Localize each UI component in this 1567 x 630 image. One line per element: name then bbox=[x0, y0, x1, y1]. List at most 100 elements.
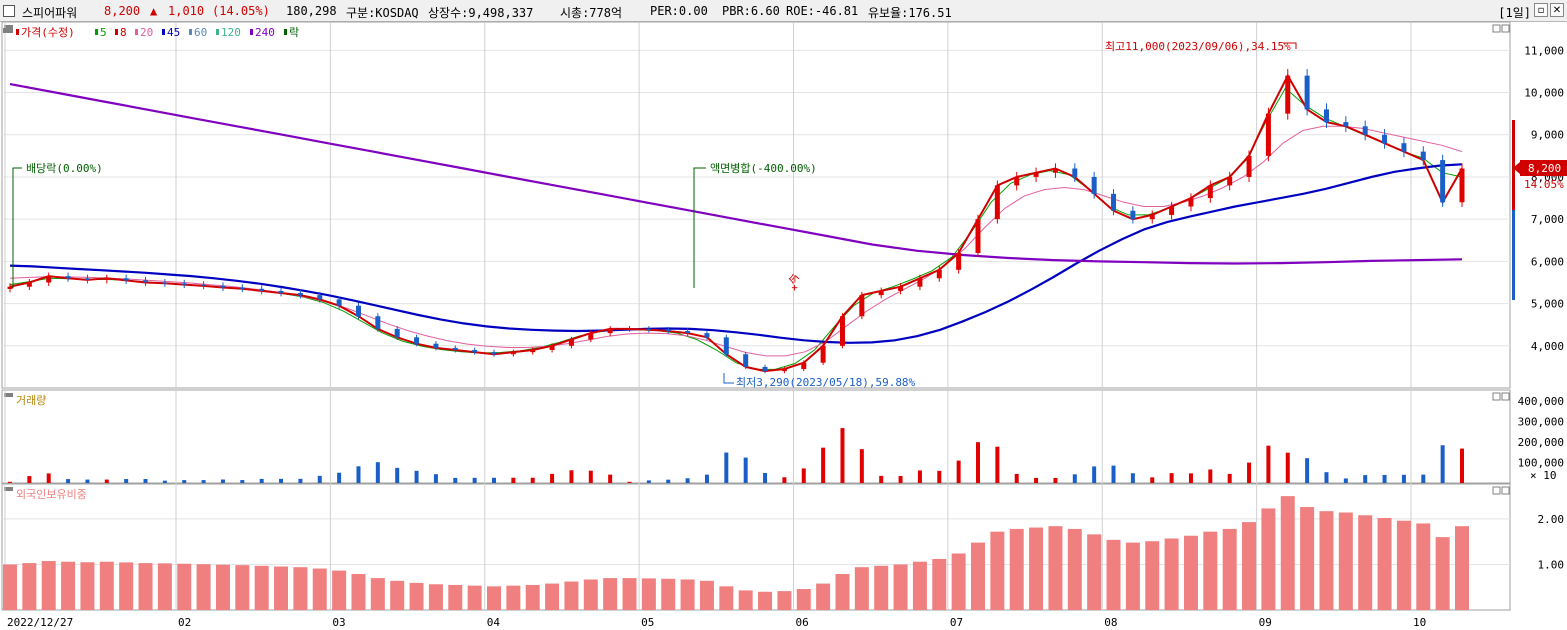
candle bbox=[278, 290, 284, 294]
foreign-ratio-bar bbox=[1125, 542, 1140, 610]
date-tick-label: 2022/12/27 bbox=[7, 616, 73, 629]
foreign-ratio-bar bbox=[777, 591, 792, 610]
foreign-ratio-bar bbox=[835, 574, 850, 610]
candle bbox=[1014, 176, 1020, 186]
candle bbox=[665, 329, 671, 332]
candle bbox=[7, 286, 13, 289]
foreign-ratio-bar bbox=[661, 578, 676, 610]
last-pct: 14.05% bbox=[1524, 178, 1564, 191]
candle bbox=[1033, 172, 1039, 177]
foreign-ratio-bar bbox=[564, 581, 579, 610]
price-change: 1,010 bbox=[168, 4, 205, 18]
period-selector[interactable]: [1일] bbox=[1498, 6, 1531, 20]
volume-bar bbox=[879, 475, 884, 483]
panel-menu-icon bbox=[4, 487, 13, 491]
candle bbox=[472, 350, 478, 353]
foreign-ratio-bar bbox=[351, 574, 366, 610]
volume-bar bbox=[608, 474, 613, 483]
foreign-ratio-bar bbox=[525, 584, 540, 610]
panel-minimize-icon bbox=[1492, 392, 1501, 401]
candle bbox=[723, 337, 729, 355]
foreign-panel-title: 외국인보유비중 bbox=[16, 488, 87, 501]
panel-minimize-icon bbox=[1492, 24, 1501, 33]
candle bbox=[46, 276, 52, 283]
up-arrow-icon: ▲ bbox=[150, 4, 158, 18]
checkbox[interactable] bbox=[3, 5, 15, 17]
foreign-ratio-bar bbox=[854, 567, 869, 610]
panel-frame bbox=[1, 483, 1511, 611]
panel-close-icon bbox=[1501, 24, 1510, 33]
foreign-ratio-bar bbox=[874, 565, 889, 610]
candle bbox=[878, 290, 884, 296]
volume-bar bbox=[917, 470, 922, 483]
volume-bar bbox=[1401, 474, 1406, 483]
foreign-ratio-bar bbox=[719, 586, 734, 610]
candle bbox=[646, 328, 652, 330]
price-tick-label: 4,000 bbox=[1531, 340, 1564, 353]
candle bbox=[1072, 168, 1078, 177]
volume-bar bbox=[1421, 474, 1426, 483]
date-tick-label: 08 bbox=[1104, 616, 1117, 629]
foreign-ratio-bar bbox=[390, 580, 405, 610]
dividend-marker bbox=[12, 167, 22, 288]
volume-bar bbox=[550, 473, 555, 483]
price-legend: 가격(수정) 5 8 20 45 60 120 240 락 bbox=[3, 26, 299, 39]
title-bar: 스피어파워 8,200 ▲ 1,010 (14.05%) 180,298 구분:… bbox=[0, 0, 1567, 22]
volume-bar bbox=[1460, 448, 1464, 483]
volume-bar bbox=[492, 477, 496, 483]
volume-bar bbox=[821, 447, 826, 483]
pbr: PBR:6.60 bbox=[722, 4, 780, 18]
foreign-tick-label: 2.00 bbox=[1538, 513, 1565, 526]
candle bbox=[1052, 168, 1058, 173]
candle bbox=[510, 352, 516, 355]
panel-minimize-icon bbox=[1492, 486, 1501, 495]
volume-bar bbox=[1343, 478, 1348, 483]
close-icon[interactable]: ✕ bbox=[1550, 3, 1564, 17]
candle bbox=[627, 328, 633, 330]
price-tick-label: 10,000 bbox=[1524, 87, 1564, 100]
candle bbox=[355, 305, 361, 317]
volume-bar bbox=[743, 457, 748, 483]
candle bbox=[607, 328, 613, 334]
foreign-ratio-bar bbox=[1203, 531, 1218, 610]
market-cap: 시총:778억 bbox=[560, 6, 623, 20]
volume-bar bbox=[1285, 452, 1290, 483]
panel-close-icon bbox=[1501, 486, 1510, 495]
foreign-ratio-bar bbox=[332, 570, 347, 610]
ma-20-line bbox=[9, 125, 1463, 357]
foreign-ratio-bar bbox=[467, 585, 482, 610]
foreign-ratio-bar bbox=[1455, 526, 1469, 610]
volume-bar bbox=[85, 479, 90, 483]
candle bbox=[1285, 75, 1291, 114]
candle bbox=[104, 278, 110, 280]
foreign-ratio-bar bbox=[138, 563, 153, 610]
foreign-ratio-bar bbox=[1338, 512, 1353, 610]
volume-bar bbox=[356, 466, 361, 483]
panel-frame bbox=[1, 21, 1511, 389]
volume-bar bbox=[375, 462, 380, 483]
candle bbox=[84, 278, 90, 280]
foreign-ratio-bar bbox=[1300, 507, 1315, 610]
candle bbox=[1343, 122, 1349, 127]
date-tick-label: 10 bbox=[1413, 616, 1426, 629]
volume-bar bbox=[259, 478, 264, 483]
candle bbox=[820, 345, 826, 363]
volume-bar bbox=[298, 478, 303, 483]
foreign-ratio-bar bbox=[1222, 528, 1237, 610]
foreign-tick-label: 1.00 bbox=[1538, 558, 1565, 571]
split-annotation: 액면병합(-400.00%) bbox=[710, 162, 817, 175]
restore-icon[interactable]: ▫ bbox=[1534, 3, 1548, 17]
last-price: 8,200 bbox=[1528, 162, 1561, 175]
roe: ROE:-46.81 bbox=[786, 4, 859, 18]
volume-bar bbox=[1150, 477, 1155, 483]
volume-bar bbox=[337, 472, 342, 483]
foreign-ratio-bar bbox=[1396, 520, 1411, 610]
foreign-ratio-bar bbox=[119, 562, 134, 610]
date-tick-label: 07 bbox=[950, 616, 963, 629]
low-annotation: 최저3,290(2023/05/18),59.88% bbox=[736, 376, 916, 389]
volume-bar bbox=[240, 480, 245, 483]
foreign-ratio-bar bbox=[1261, 508, 1276, 610]
candle bbox=[898, 286, 904, 291]
date-tick-label: 03 bbox=[332, 616, 345, 629]
